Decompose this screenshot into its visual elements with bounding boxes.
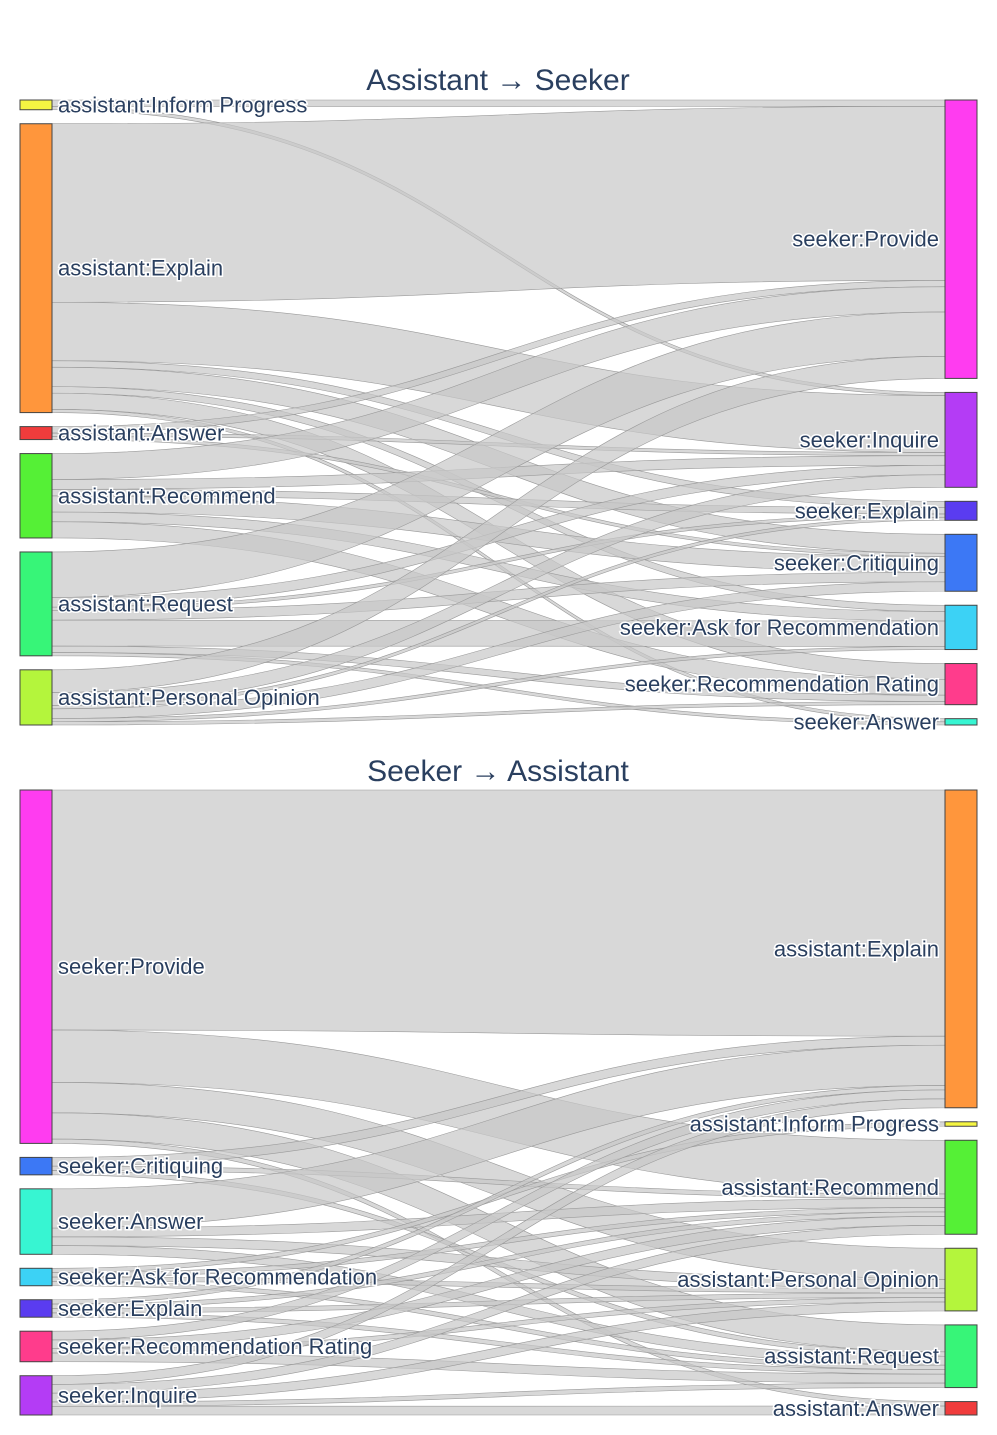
node-label-seeker-inquire: seeker:Inquire xyxy=(800,427,939,452)
node-label-seeker-provide: seeker:Provide xyxy=(58,954,205,979)
node-seeker-recommendation-rating[interactable] xyxy=(944,663,978,706)
node-seeker-provide[interactable] xyxy=(944,99,978,379)
node-label-assistant-personal-opinion: assistant:Personal Opinion xyxy=(58,685,320,710)
node-assistant-recommend[interactable] xyxy=(944,1139,978,1235)
node-assistant-request[interactable] xyxy=(944,1324,978,1389)
links-group xyxy=(51,99,946,726)
node-label-assistant-request: assistant:Request xyxy=(764,1344,939,1369)
labels-group: assistant:Inform Progress assistant:Expla… xyxy=(57,91,941,736)
node-seeker-ask-for-recommendation[interactable] xyxy=(19,1267,53,1287)
chart-title-seeker-to-assistant: Seeker → Assistant xyxy=(367,755,629,788)
node-assistant-recommend[interactable] xyxy=(19,453,53,539)
node-assistant-explain[interactable] xyxy=(19,123,53,414)
node-seeker-critiquing[interactable] xyxy=(944,533,978,592)
assistant-to-seeker-sankey: Assistant → Seeker assistant:Inform Prog… xyxy=(19,64,978,736)
node-label-assistant-answer: assistant:Answer xyxy=(58,421,224,446)
node-label-seeker-ask-for-recommendation: seeker:Ask for Recommendation xyxy=(620,615,939,640)
node-label-seeker-ask-for-recommendation: seeker:Ask for Recommendation xyxy=(58,1265,377,1290)
node-seeker-explain[interactable] xyxy=(944,500,978,521)
node-label-assistant-inform-progress: assistant:Inform Progress xyxy=(690,1112,939,1137)
chart-title-assistant-to-seeker: Assistant → Seeker xyxy=(366,64,629,97)
node-label-assistant-recommend: assistant:Recommend xyxy=(721,1175,939,1200)
node-label-seeker-inquire: seeker:Inquire xyxy=(58,1383,197,1408)
node-seeker-ask-for-recommendation[interactable] xyxy=(944,604,978,651)
node-label-seeker-answer: seeker:Answer xyxy=(58,1209,204,1234)
seeker-to-assistant-sankey: Seeker → Assistant seeker:Provideseeker:… xyxy=(19,755,978,1422)
node-label-seeker-recommendation-rating: seeker:Recommendation Rating xyxy=(625,672,939,697)
node-assistant-inform-progress[interactable] xyxy=(944,1121,978,1127)
node-seeker-answer[interactable] xyxy=(19,1188,53,1255)
node-label-assistant-personal-opinion: assistant:Personal Opinion xyxy=(677,1267,939,1292)
node-label-assistant-answer: assistant:Answer xyxy=(773,1396,939,1421)
node-seeker-recommendation-rating[interactable] xyxy=(19,1330,53,1363)
node-label-seeker-recommendation-rating: seeker:Recommendation Rating xyxy=(58,1334,372,1359)
node-label-assistant-request: assistant:Request xyxy=(58,591,233,616)
node-label-seeker-explain: seeker:Explain xyxy=(58,1296,202,1321)
node-seeker-inquire[interactable] xyxy=(19,1375,53,1416)
node-seeker-provide[interactable] xyxy=(19,789,53,1144)
nodes-group xyxy=(19,789,978,1416)
node-label-seeker-critiquing: seeker:Critiquing xyxy=(58,1154,223,1179)
node-seeker-inquire[interactable] xyxy=(944,391,978,488)
node-label-assistant-explain: assistant:Explain xyxy=(774,936,939,961)
labels-group: seeker:Provide seeker:Critiquing seeker:An… xyxy=(57,935,941,1422)
nodes-group xyxy=(19,99,978,726)
node-label-seeker-critiquing: seeker:Critiquing xyxy=(774,550,939,575)
node-assistant-answer[interactable] xyxy=(944,1401,978,1416)
node-label-assistant-inform-progress: assistant:Inform Progress xyxy=(58,92,307,117)
node-seeker-answer[interactable] xyxy=(944,718,978,726)
node-assistant-answer[interactable] xyxy=(19,426,53,441)
node-assistant-explain[interactable] xyxy=(944,789,978,1109)
node-label-assistant-explain: assistant:Explain xyxy=(58,256,223,281)
node-label-seeker-explain: seeker:Explain xyxy=(795,498,939,523)
node-seeker-explain[interactable] xyxy=(19,1299,53,1318)
node-assistant-request[interactable] xyxy=(19,551,53,657)
node-label-seeker-provide: seeker:Provide xyxy=(792,227,939,252)
node-assistant-inform-progress[interactable] xyxy=(19,99,53,111)
link-s-pr-to-a-ex xyxy=(51,789,946,1037)
node-label-assistant-recommend: assistant:Recommend xyxy=(58,483,276,508)
node-assistant-personal-opinion[interactable] xyxy=(944,1247,978,1312)
links-group xyxy=(51,789,946,1416)
node-assistant-personal-opinion[interactable] xyxy=(19,669,53,726)
node-label-seeker-answer: seeker:Answer xyxy=(793,709,939,734)
node-seeker-critiquing[interactable] xyxy=(19,1156,53,1176)
